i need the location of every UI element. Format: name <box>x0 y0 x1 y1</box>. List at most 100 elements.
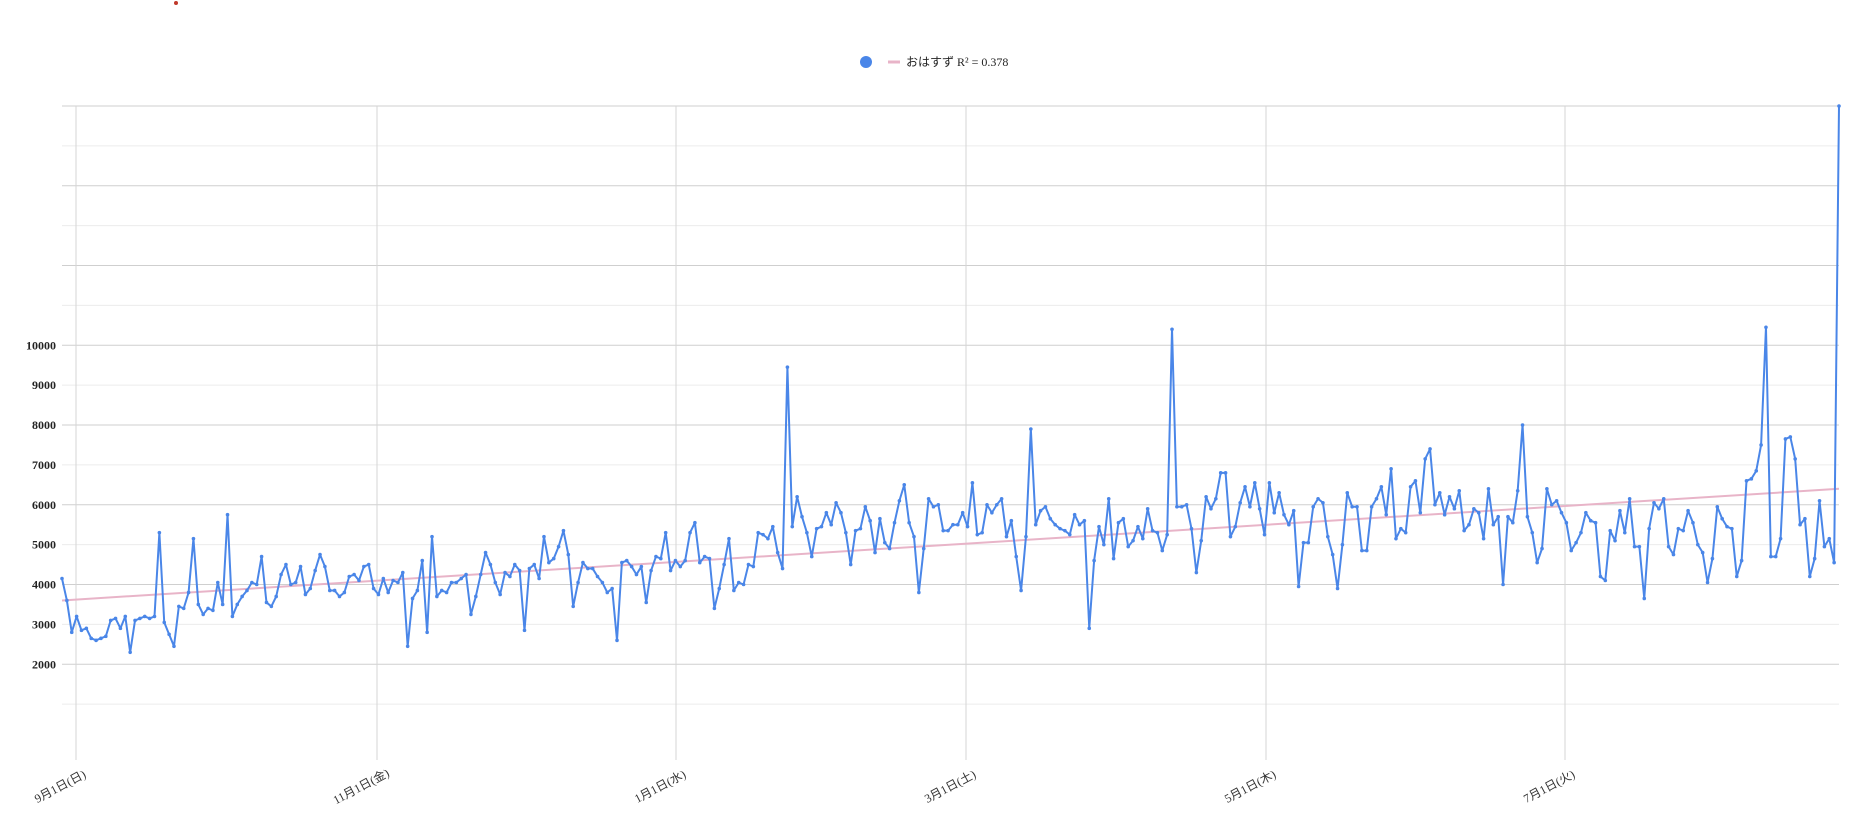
data-point <box>1676 526 1681 531</box>
y-tick-label: 8000 <box>32 418 56 432</box>
data-point <box>576 580 580 585</box>
data-point <box>975 532 980 537</box>
y-tick-label: 4000 <box>32 578 56 592</box>
data-point <box>1063 528 1067 533</box>
data-point <box>1569 548 1574 553</box>
data-point <box>1588 518 1593 523</box>
data-point <box>1141 536 1145 541</box>
data-point <box>1087 626 1092 631</box>
data-point <box>259 554 264 559</box>
data-point <box>527 566 532 571</box>
data-point <box>1340 542 1345 547</box>
data-point <box>1218 471 1223 475</box>
data-point <box>99 636 103 641</box>
data-point <box>1233 524 1238 529</box>
data-point <box>1749 477 1754 481</box>
data-point <box>1832 560 1836 565</box>
data-point <box>1511 520 1515 525</box>
data-point <box>1272 510 1277 515</box>
data-point <box>907 520 911 525</box>
data-point <box>1622 530 1627 535</box>
data-point <box>391 578 395 583</box>
data-point <box>1243 485 1247 489</box>
data-point <box>65 598 69 603</box>
data-point <box>994 502 999 507</box>
data-point <box>323 564 327 569</box>
data-point <box>1564 520 1569 525</box>
data-point <box>1627 496 1632 501</box>
data-point <box>926 496 931 501</box>
data-point <box>512 562 517 567</box>
data-point <box>1170 327 1174 332</box>
data-point <box>347 574 352 579</box>
data-point <box>1058 526 1062 531</box>
data-point <box>1160 548 1165 553</box>
data-point <box>1423 457 1427 461</box>
data-point <box>1150 528 1155 533</box>
data-point <box>118 626 123 631</box>
data-point <box>1282 512 1286 517</box>
data-point <box>123 614 128 619</box>
data-point <box>873 550 877 555</box>
data-point <box>1389 467 1393 471</box>
data-point <box>1029 427 1033 431</box>
data-point <box>1657 506 1661 511</box>
data-point <box>882 540 887 545</box>
x-tick-label: 1月1日(水) <box>632 767 688 806</box>
data-point <box>1549 502 1554 507</box>
data-point <box>683 558 687 563</box>
data-point <box>1106 496 1111 501</box>
data-point <box>186 590 191 595</box>
data-point <box>230 614 235 619</box>
data-point <box>1515 488 1520 493</box>
data-point <box>405 644 410 649</box>
data-point <box>1535 560 1539 565</box>
data-point <box>1418 510 1423 515</box>
series-line <box>61 105 1840 654</box>
data-point <box>659 556 663 561</box>
data-point <box>1769 554 1773 559</box>
data-point <box>624 558 629 563</box>
data-point <box>571 604 575 609</box>
data-point <box>561 528 566 533</box>
data-point <box>1647 526 1651 531</box>
legend-series-marker <box>860 56 872 68</box>
data-point <box>1652 500 1656 505</box>
data-point <box>1179 504 1184 509</box>
data-point <box>94 638 98 643</box>
data-point <box>240 594 244 599</box>
data-point <box>795 494 799 499</box>
data-point <box>1009 518 1014 523</box>
data-point <box>1613 538 1617 543</box>
data-point <box>250 580 254 585</box>
data-point <box>1671 552 1676 557</box>
data-point <box>673 558 678 563</box>
data-point <box>537 576 541 581</box>
data-point <box>902 483 907 487</box>
data-point <box>1700 550 1705 555</box>
data-point <box>1666 544 1671 549</box>
data-point <box>1374 496 1379 501</box>
data-point <box>1739 558 1744 563</box>
data-point <box>756 530 760 535</box>
data-point <box>1403 530 1408 535</box>
data-point <box>1817 498 1822 503</box>
data-point <box>551 556 556 561</box>
data-point <box>220 602 225 607</box>
data-point <box>1199 538 1204 543</box>
data-point <box>542 534 546 539</box>
data-point <box>449 580 454 585</box>
data-point <box>1379 485 1384 489</box>
data-point <box>863 504 868 509</box>
legend-r2-label: R² = 0.378 <box>957 55 1008 69</box>
data-point <box>410 596 415 601</box>
data-point <box>269 604 274 609</box>
data-point <box>615 638 619 643</box>
vertical-gridlines <box>75 106 1566 760</box>
data-point <box>693 520 697 525</box>
data-point <box>415 588 420 593</box>
data-point <box>1637 544 1642 549</box>
data-point <box>848 562 853 567</box>
data-point <box>634 572 639 577</box>
data-point <box>1725 524 1729 529</box>
